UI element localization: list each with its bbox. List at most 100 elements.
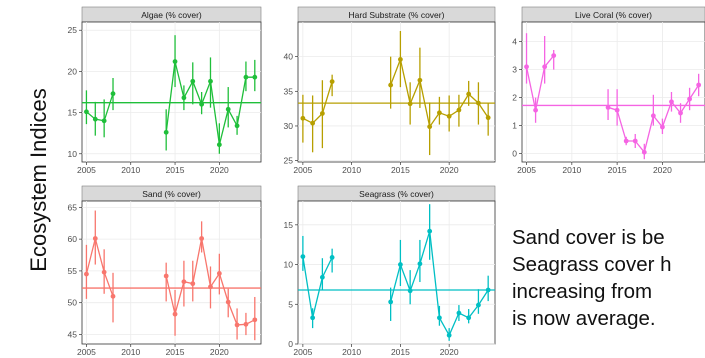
y-tick-label: 15 xyxy=(68,108,78,118)
y-tick-label: 40 xyxy=(284,52,294,62)
data-point xyxy=(84,109,89,115)
data-point xyxy=(319,111,325,116)
data-point xyxy=(199,101,205,107)
data-point xyxy=(407,288,413,294)
data-point xyxy=(485,287,491,293)
data-point xyxy=(466,91,472,97)
y-tick-label: 55 xyxy=(68,266,78,276)
data-point xyxy=(605,105,611,110)
data-point xyxy=(417,77,423,83)
data-point xyxy=(476,100,481,106)
x-tick-label: 2005 xyxy=(77,347,96,357)
data-point xyxy=(234,322,240,328)
series-line xyxy=(85,93,114,122)
data-point xyxy=(252,74,258,80)
data-point xyxy=(398,262,403,267)
panel-frame xyxy=(297,21,496,163)
data-point xyxy=(660,124,665,130)
data-point xyxy=(417,261,423,267)
data-point xyxy=(485,115,491,121)
x-tick-label: 2015 xyxy=(166,165,185,175)
data-point xyxy=(466,315,472,321)
panel-hard-substrate: Hard Substrate (% cover) 2005 2010 2015 2020… xyxy=(284,6,496,175)
x-tick-label: 2005 xyxy=(77,165,96,175)
y-tick-label: 25 xyxy=(284,156,294,166)
x-tick-label: 2020 xyxy=(440,165,459,175)
data-point xyxy=(216,271,222,276)
data-point xyxy=(234,123,240,129)
data-point xyxy=(216,142,222,148)
y-tick-label: 30 xyxy=(284,121,294,131)
data-point xyxy=(456,310,462,316)
data-point xyxy=(190,78,196,84)
y-tick-label: 20 xyxy=(68,66,78,76)
data-point xyxy=(542,64,548,70)
data-point xyxy=(101,269,107,275)
y-tick-label: 1 xyxy=(512,121,517,131)
caption-line: Sand cover is be xyxy=(512,226,665,249)
data-point xyxy=(110,91,116,97)
panel-sand: Sand (% cover) 2005 2010 2015 2020 45 50 55 60 65 xyxy=(68,185,262,357)
data-point xyxy=(551,53,557,58)
x-tick-label: 2015 xyxy=(391,347,410,357)
y-tick-label: 5 xyxy=(288,299,293,309)
data-point xyxy=(92,236,98,241)
x-tick-label: 2015 xyxy=(166,347,185,357)
y-tick-label: 0 xyxy=(288,339,293,349)
data-point xyxy=(199,236,205,241)
data-point xyxy=(437,315,442,321)
data-point xyxy=(329,255,335,260)
strip-title: Sand (% cover) xyxy=(142,189,201,199)
data-point xyxy=(650,113,656,119)
x-tick-label: 2005 xyxy=(293,165,312,175)
data-point xyxy=(172,59,178,64)
panel-frame xyxy=(81,200,262,345)
data-point xyxy=(190,281,196,287)
data-point xyxy=(388,299,394,305)
data-point xyxy=(456,107,462,113)
data-point xyxy=(427,228,433,234)
data-point xyxy=(437,110,442,116)
data-point xyxy=(319,274,325,280)
data-point xyxy=(678,110,683,116)
x-tick-label: 2020 xyxy=(210,347,229,357)
series-line xyxy=(302,256,333,318)
side-title-text: Ecosystem Indices xyxy=(26,88,51,271)
data-point xyxy=(623,138,629,144)
x-tick-label: 2015 xyxy=(391,165,410,175)
data-point xyxy=(388,82,394,88)
y-tick-label: 60 xyxy=(68,234,78,244)
data-point xyxy=(172,311,178,317)
strip-title: Seagrass (% cover) xyxy=(359,189,434,199)
data-point xyxy=(407,101,413,107)
x-tick-label: 2010 xyxy=(562,165,581,175)
data-point xyxy=(92,116,98,122)
series-line xyxy=(525,55,555,111)
data-point xyxy=(84,271,89,277)
data-point xyxy=(208,284,213,290)
strip-title: Hard Substrate (% cover) xyxy=(349,10,445,20)
data-point xyxy=(524,64,529,70)
data-point xyxy=(243,74,249,80)
x-tick-label: 2005 xyxy=(293,347,312,357)
series-line xyxy=(85,238,114,297)
x-tick-label: 2010 xyxy=(121,347,140,357)
data-point xyxy=(446,332,452,338)
panel-frame xyxy=(297,200,496,345)
data-point xyxy=(533,107,538,113)
data-point xyxy=(252,317,258,323)
data-point xyxy=(243,321,249,327)
caption-line: Seagrass cover h xyxy=(512,253,672,276)
x-tick-label: 2020 xyxy=(440,347,459,357)
x-tick-label: 2020 xyxy=(210,165,229,175)
strip-title: Live Coral (% cover) xyxy=(575,10,652,20)
x-tick-label: 2020 xyxy=(653,165,672,175)
data-point xyxy=(110,293,116,299)
x-tick-label: 2010 xyxy=(121,165,140,175)
data-point xyxy=(181,95,187,101)
panel-frame xyxy=(521,21,705,163)
side-title: Ecosystem Indices xyxy=(26,88,51,271)
y-tick-label: 0 xyxy=(512,149,517,159)
y-tick-label: 50 xyxy=(68,298,78,308)
data-point xyxy=(310,120,316,126)
